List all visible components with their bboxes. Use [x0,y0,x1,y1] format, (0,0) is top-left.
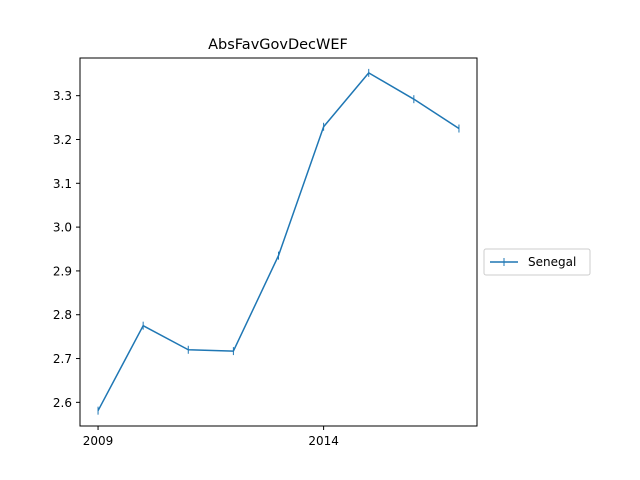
x-tick-label: 2014 [308,434,339,448]
series-layer [97,68,460,415]
legend: Senegal [483,248,591,276]
legend-label-senegal: Senegal [528,255,576,269]
y-tick-label: 2.7 [53,352,72,366]
x-axis: 2009 2014 [83,426,339,448]
y-tick-label: 3.0 [53,221,72,235]
y-tick-label: 2.8 [53,308,72,322]
y-tick-label: 3.1 [53,177,72,191]
y-tick-label: 2.9 [53,264,72,278]
x-tick-label: 2009 [83,434,114,448]
y-tick-label: 3.3 [53,89,72,103]
y-tick-label: 3.2 [53,133,72,147]
chart-title: AbsFavGovDecWEF [208,37,348,53]
plot-area-frame [79,57,478,427]
series-line-senegal [97,72,460,412]
y-tick-label: 2.6 [53,396,72,410]
y-axis: 2.6 2.7 2.8 2.9 3.0 3.1 3.2 3.3 [53,89,80,410]
legend-frame [483,248,591,276]
